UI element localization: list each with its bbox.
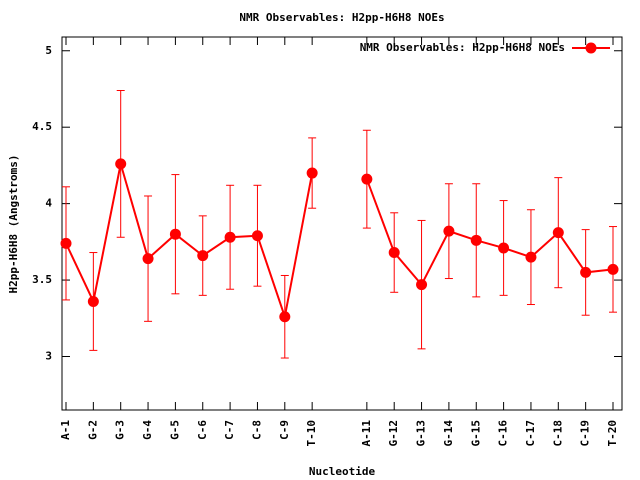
data-point bbox=[552, 227, 564, 239]
data-point bbox=[169, 228, 181, 240]
x-tick-label: C-16 bbox=[497, 420, 510, 447]
data-point bbox=[197, 250, 209, 262]
x-tick-label: C-9 bbox=[278, 420, 291, 440]
x-tick-label: G-15 bbox=[469, 420, 482, 447]
x-tick-label: C-17 bbox=[524, 420, 537, 447]
data-point bbox=[251, 230, 263, 242]
data-point bbox=[416, 279, 428, 291]
x-tick-label: G-3 bbox=[114, 420, 127, 440]
x-tick-label: G-2 bbox=[86, 420, 99, 440]
data-point bbox=[87, 295, 99, 307]
data-point bbox=[470, 234, 482, 246]
y-tick-label: 4.5 bbox=[32, 120, 52, 133]
plot-frame bbox=[61, 36, 623, 411]
series-line bbox=[365, 178, 614, 287]
x-tick-label: A-11 bbox=[360, 420, 373, 447]
x-tick-label: T-20 bbox=[606, 420, 619, 447]
data-point bbox=[60, 237, 72, 249]
x-tick-label: C-7 bbox=[223, 420, 236, 440]
y-tick-label: 4 bbox=[45, 197, 52, 210]
data-point bbox=[279, 311, 291, 323]
x-tick-label: G-13 bbox=[415, 420, 428, 447]
legend-marker bbox=[585, 42, 597, 54]
data-point bbox=[607, 263, 619, 275]
x-tick-label: T-10 bbox=[305, 420, 318, 447]
y-axis-label: H2pp-H6H8 (Angstroms) bbox=[7, 154, 20, 293]
y-tick-label: 3 bbox=[45, 349, 52, 362]
y-tick-label: 3.5 bbox=[32, 273, 52, 286]
data-point bbox=[224, 231, 236, 243]
x-tick-label: C-6 bbox=[196, 420, 209, 440]
x-tick-label: C-18 bbox=[551, 420, 564, 447]
chart-title: NMR Observables: H2pp-H6H8 NOEs bbox=[239, 11, 444, 24]
x-tick-label: A-1 bbox=[59, 420, 72, 440]
x-tick-label: G-4 bbox=[141, 420, 154, 440]
series-line bbox=[65, 163, 314, 321]
y-tick-label: 5 bbox=[45, 44, 52, 57]
data-point bbox=[142, 253, 154, 265]
data-point bbox=[498, 242, 510, 254]
data-point bbox=[443, 225, 455, 237]
x-axis-label: Nucleotide bbox=[309, 465, 376, 478]
data-point bbox=[580, 266, 592, 278]
data-point bbox=[361, 173, 373, 185]
x-tick-label: G-14 bbox=[442, 420, 455, 447]
data-point bbox=[525, 251, 537, 263]
data-point bbox=[306, 167, 318, 179]
x-tick-label: C-19 bbox=[579, 420, 592, 447]
x-tick-label: G-12 bbox=[387, 420, 400, 447]
data-point bbox=[388, 247, 400, 259]
x-tick-label: G-5 bbox=[168, 420, 181, 440]
x-tick-label: C-8 bbox=[250, 420, 263, 440]
data-point bbox=[115, 158, 127, 170]
legend-label: NMR Observables: H2pp-H6H8 NOEs bbox=[360, 41, 565, 54]
